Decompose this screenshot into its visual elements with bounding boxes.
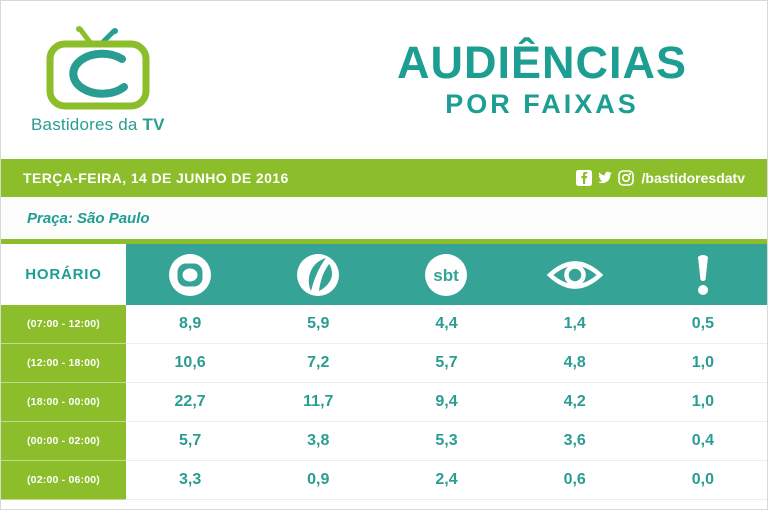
audience-table: HORÁRIO (1, 244, 767, 500)
rating-value-record: 0,9 (254, 461, 383, 500)
band-logo-icon (546, 260, 603, 289)
redetv-logo-icon (697, 254, 708, 295)
rating-value-sbt: 9,4 (382, 383, 511, 422)
rating-value-redetv: 1,0 (638, 344, 767, 383)
rating-value-sbt: 4,4 (382, 305, 511, 344)
page-title: AUDIÊNCIAS POR FAIXAS (397, 40, 687, 120)
twitter-icon[interactable] (597, 170, 613, 186)
location-bar: Praça: São Paulo (1, 197, 767, 244)
brand-name: Bastidores da TV (31, 115, 165, 135)
time-slot-label: (00:00 - 02:00) (1, 422, 126, 461)
title-line1: AUDIÊNCIAS (396, 37, 687, 88)
rating-value-redetv: 1,0 (638, 383, 767, 422)
date-bar: TERÇA-FEIRA, 14 DE JUNHO DE 2016 /bastid… (1, 159, 767, 197)
rating-value-band: 0,6 (510, 461, 639, 500)
rating-value-record: 7,2 (254, 344, 383, 383)
table-row: (07:00 - 12:00) 8,9 5,9 4,4 1,4 0,5 (1, 305, 767, 344)
time-slot-label: (07:00 - 12:00) (1, 305, 126, 344)
channel-header-record (254, 244, 382, 305)
header: Bastidores da TV AUDIÊNCIAS POR FAIXAS (1, 1, 767, 159)
time-slot-label: (18:00 - 00:00) (1, 383, 126, 422)
rating-value-band: 4,8 (510, 344, 639, 383)
table-header: HORÁRIO (1, 244, 767, 305)
rating-value-globo: 5,7 (126, 422, 255, 461)
channel-header-globo (126, 244, 254, 305)
rating-value-redetv: 0,4 (638, 422, 767, 461)
channel-header-band (511, 244, 639, 305)
channel-header-row: sbt (126, 244, 767, 305)
social-handle[interactable]: /bastidoresdatv (641, 170, 745, 186)
table-row: (18:00 - 00:00) 22,7 11,7 9,4 4,2 1,0 (1, 383, 767, 422)
location-label: Praça: São Paulo (27, 209, 150, 227)
sbt-logo-icon: sbt (425, 253, 468, 296)
globo-logo-icon (169, 253, 212, 296)
rating-value-globo: 22,7 (126, 383, 255, 422)
table-row: (00:00 - 02:00) 5,7 3,8 5,3 3,6 0,4 (1, 422, 767, 461)
rating-value-record: 11,7 (254, 383, 383, 422)
time-slot-label: (02:00 - 06:00) (1, 461, 126, 500)
channel-header-sbt: sbt (382, 244, 510, 305)
rating-value-record: 5,9 (254, 305, 383, 344)
facebook-icon[interactable] (575, 170, 592, 186)
rating-value-redetv: 0,0 (638, 461, 767, 500)
sbt-logo-text: sbt (434, 266, 460, 285)
tv-logo-icon (46, 26, 150, 110)
time-column-header: HORÁRIO (1, 244, 126, 305)
instagram-icon[interactable] (617, 170, 634, 186)
rating-value-record: 3,8 (254, 422, 383, 461)
rating-value-globo: 10,6 (126, 344, 255, 383)
brand-logo: Bastidores da TV (31, 25, 165, 135)
rating-value-sbt: 2,4 (382, 461, 511, 500)
table-row: (02:00 - 06:00) 3,3 0,9 2,4 0,6 0,0 (1, 461, 767, 500)
title-line2: POR FAIXAS (445, 89, 639, 119)
date-text: TERÇA-FEIRA, 14 DE JUNHO DE 2016 (23, 170, 289, 186)
channel-header-redetv (639, 244, 767, 305)
rating-value-globo: 3,3 (126, 461, 255, 500)
rating-value-sbt: 5,3 (382, 422, 511, 461)
rating-value-globo: 8,9 (126, 305, 255, 344)
record-logo-icon (297, 253, 340, 296)
rating-value-band: 3,6 (510, 422, 639, 461)
rating-value-redetv: 0,5 (638, 305, 767, 344)
table-row: (12:00 - 18:00) 10,6 7,2 5,7 4,8 1,0 (1, 344, 767, 383)
brand-name-regular: Bastidores da (31, 115, 138, 134)
brand-name-bold: TV (142, 115, 165, 134)
rating-value-band: 1,4 (510, 305, 639, 344)
social-links: /bastidoresdatv (575, 170, 745, 186)
rating-value-band: 4,2 (510, 383, 639, 422)
rating-value-sbt: 5,7 (382, 344, 511, 383)
time-slot-label: (12:00 - 18:00) (1, 344, 126, 383)
